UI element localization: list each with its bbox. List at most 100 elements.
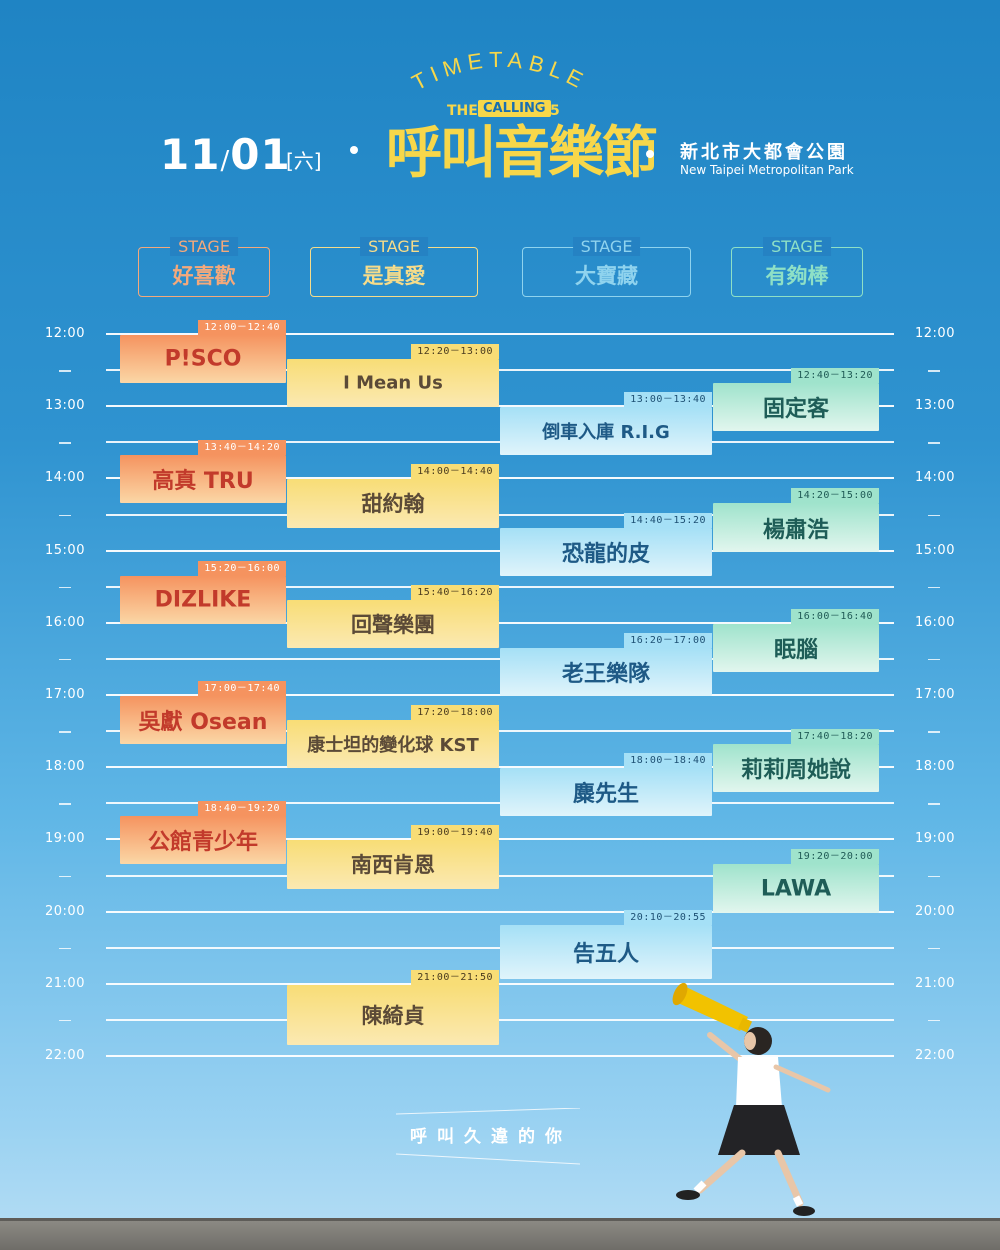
- slot-artist: 老王樂隊: [561, 661, 650, 687]
- hour-label-left: 17:00: [45, 687, 85, 702]
- ground-strip: [0, 1218, 1000, 1250]
- slot-artist: 莉莉周她說: [740, 758, 851, 784]
- stage-label: STAGE: [572, 237, 641, 256]
- date-month: 11: [160, 130, 221, 179]
- svg-text:TIMETABLE: TIMETABLE: [408, 47, 592, 95]
- slot-time: 20:10－20:55: [624, 909, 712, 925]
- hour-label-left: 13:00: [45, 398, 85, 414]
- tagline: 呼叫久違的你: [410, 1127, 572, 1147]
- slot-time: 21:00－21:50: [411, 969, 499, 985]
- slot-artist: P!SCO: [164, 346, 242, 372]
- slot-artist: 告五人: [572, 941, 639, 967]
- half-hour-gridline: [106, 874, 894, 877]
- performance-slot: 12:40－13:20 固定客: [713, 368, 879, 432]
- stage-label: STAGE: [170, 237, 238, 256]
- slot-artist: LAWA: [760, 876, 832, 902]
- girl-megaphone-illustration: [672, 982, 831, 1216]
- half-hour-tick: [928, 370, 940, 372]
- stage-name: 是真愛: [362, 264, 426, 288]
- hour-gridline: [106, 405, 894, 408]
- slot-time: 13:00－13:40: [624, 392, 712, 408]
- half-hour-tick: [59, 947, 71, 950]
- half-hour-tick: [59, 586, 71, 589]
- slot-artist: 眠腦: [773, 637, 818, 663]
- hour-gridline: [106, 477, 894, 480]
- half-hour-tick: [928, 442, 940, 444]
- hour-label-right: 13:00: [915, 398, 955, 414]
- slot-time: 19:00－19:40: [411, 825, 499, 841]
- hour-gridline: [106, 1055, 894, 1057]
- stage-header-3: STAGE 有夠棒: [731, 237, 863, 297]
- stage-name: 好喜歡: [172, 264, 236, 288]
- half-hour-tick: [59, 803, 71, 805]
- slot-time: 12:40－13:20: [791, 368, 879, 384]
- performance-slot: 14:40－15:20 恐龍的皮: [500, 512, 712, 576]
- half-hour-tick: [59, 875, 71, 877]
- hour-gridline: [106, 838, 894, 841]
- hour-label-left: 18:00: [45, 759, 85, 775]
- slot-time: 15:40－16:20: [411, 584, 499, 600]
- performance-slot: 13:40－14:20 高真 TRU: [120, 440, 286, 504]
- slot-time: 16:00－16:40: [791, 608, 879, 624]
- hour-label-right: 12:00: [915, 326, 955, 341]
- hour-gridline: [106, 333, 894, 335]
- slot-time: 17:20－18:00: [411, 705, 499, 721]
- hour-label-right: 16:00: [915, 614, 955, 630]
- slot-artist: 恐龍的皮: [561, 541, 650, 567]
- performance-slot: 12:20－13:00 I Mean Us: [287, 344, 499, 408]
- half-hour-tick: [59, 1019, 71, 1022]
- performance-slot: 12:00－12:40 P!SCO: [120, 320, 286, 384]
- slot-time: 14:20－15:00: [791, 488, 879, 504]
- stage-name: 大寶藏: [575, 264, 638, 288]
- stage-header-2: STAGE 大寶藏: [522, 237, 691, 297]
- stage-label: STAGE: [763, 237, 831, 256]
- half-hour-tick: [928, 1019, 940, 1022]
- performance-slot: 17:00－17:40 吳獻 Osean: [120, 681, 286, 745]
- slot-artist: 陳綺貞: [361, 1003, 425, 1028]
- slot-time: 13:40－14:20: [198, 440, 286, 456]
- slot-time: 15:20－16:00: [198, 560, 286, 576]
- slot-time: 19:20－20:00: [791, 849, 879, 865]
- hour-label-left: 16:00: [45, 614, 85, 630]
- slot-artist: 甜約翰: [361, 492, 425, 517]
- slot-artist: 高真 TRU: [152, 469, 254, 495]
- half-hour-gridline: [106, 1018, 894, 1021]
- half-hour-tick: [59, 370, 71, 372]
- ground-edge: [0, 1218, 1000, 1221]
- slot-time: 14:40－15:20: [624, 512, 712, 528]
- slot-artist: 固定客: [762, 397, 829, 423]
- performance-slot: 14:00－14:40 甜約翰: [287, 464, 499, 528]
- performance-slot: 14:20－15:00 楊肅浩: [713, 488, 879, 552]
- stage-header-0: STAGE 好喜歡: [138, 237, 270, 297]
- slot-time: 17:40－18:20: [791, 729, 879, 745]
- venue-name-en: New Taipei Metropolitan Park: [680, 163, 854, 177]
- half-hour-gridline: [106, 585, 894, 588]
- hour-label-left: 12:00: [45, 326, 85, 341]
- slot-artist: 麋先生: [572, 782, 639, 808]
- hour-label-right: 17:00: [915, 687, 955, 702]
- brand-calling: CALLING: [478, 100, 551, 117]
- half-hour-gridline: [106, 730, 894, 733]
- performance-slot: 15:20－16:00 DIZLIKE: [120, 560, 286, 624]
- slot-artist: 楊肅浩: [762, 517, 829, 543]
- half-hour-tick: [928, 803, 940, 805]
- hour-gridline: [106, 982, 894, 985]
- half-hour-tick: [59, 514, 71, 516]
- hour-gridline: [106, 766, 894, 769]
- slot-artist: 康士坦的變化球 KST: [307, 735, 479, 757]
- slot-time: 18:40－19:20: [198, 801, 286, 817]
- slot-artist: DIZLIKE: [154, 587, 252, 613]
- performance-slot: 16:00－16:40 眠腦: [713, 608, 879, 672]
- hour-label-right: 21:00: [915, 975, 955, 991]
- timetable-arc-title: TIMETABLE: [408, 47, 592, 95]
- half-hour-tick: [928, 947, 940, 950]
- hour-label-right: 19:00: [915, 831, 955, 847]
- slot-artist: 回聲樂團: [351, 612, 435, 637]
- hour-label-left: 14:00: [45, 470, 85, 486]
- brand-the: THE: [447, 103, 478, 119]
- stage-label: STAGE: [360, 237, 428, 256]
- stage-header-1: STAGE 是真愛: [310, 237, 478, 297]
- hour-gridline: [106, 621, 894, 624]
- slot-time: 18:00－18:40: [624, 753, 712, 769]
- performance-slot: 16:20－17:00 老王樂隊: [500, 632, 712, 696]
